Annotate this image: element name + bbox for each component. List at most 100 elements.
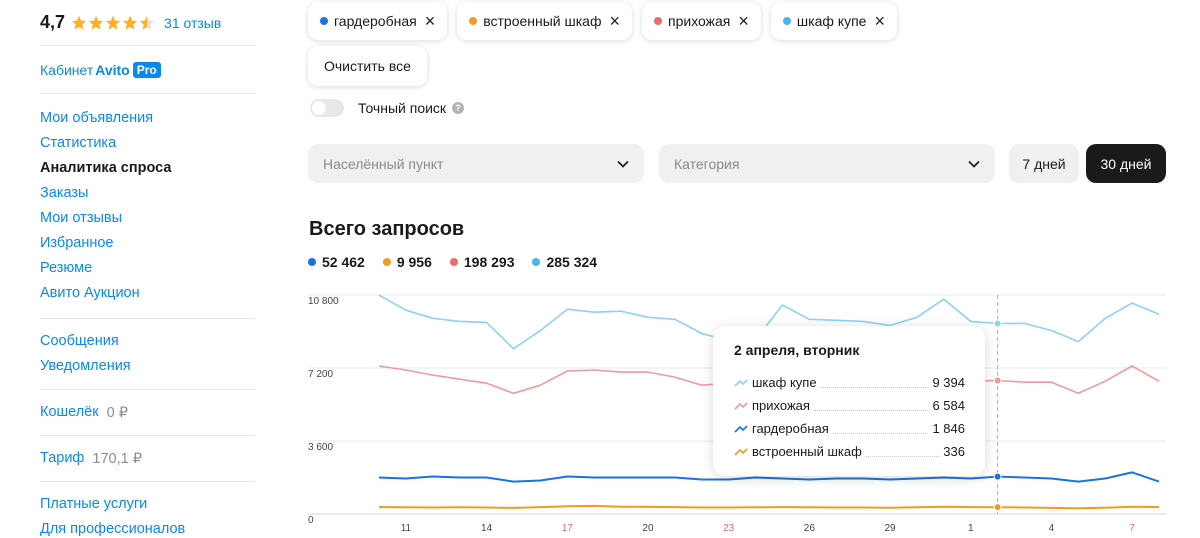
avito-pro-cabinet[interactable]: Кабинет Avito Pro [40, 46, 255, 94]
sidebar-item[interactable]: Мои объявления [40, 110, 154, 126]
series-total: 9 956 [382, 254, 432, 270]
close-icon[interactable]: × [738, 11, 749, 31]
dotted-leader [832, 424, 929, 434]
tooltip-row-label: шкаф купе [752, 375, 817, 390]
tooltip-row-label: прихожая [752, 398, 810, 413]
line-series-icon [734, 447, 748, 456]
chart-tooltip: 2 апреля, вторник шкаф купе 9 394 прихожая… [713, 326, 985, 476]
sidebar-item[interactable]: Статистика [40, 135, 117, 151]
help-icon[interactable]: ? [452, 102, 465, 114]
x-tick-label: 29 [884, 523, 896, 534]
exact-search-toggle[interactable] [310, 99, 344, 117]
line-series-icon [734, 378, 748, 387]
dotted-leader [820, 378, 929, 388]
star-icon [105, 15, 121, 30]
star-icon [71, 15, 87, 30]
color-dot [308, 258, 316, 266]
y-tick-label: 0 [308, 515, 314, 526]
tooltip-row: встроенный шкаф 336 [734, 440, 965, 463]
color-dot [532, 258, 541, 266]
line-series-icon [734, 401, 748, 410]
sidebar-item[interactable]: Платные услуги [40, 496, 148, 512]
close-icon[interactable]: × [874, 11, 885, 31]
x-tick-label: 14 [481, 523, 493, 534]
dotted-leader [865, 447, 940, 457]
x-tick-label: 26 [804, 523, 816, 534]
tooltip-row: шкаф купе 9 394 [734, 371, 965, 394]
tooltip-row-value: 1 846 [932, 421, 965, 436]
series-total: 52 462 [308, 254, 365, 270]
reviews-link[interactable]: 31 отзыв [164, 14, 222, 31]
query-chips: гардеробная × встроенный шкаф × прихожая × шка… [308, 2, 907, 40]
series-total-value: 9 956 [396, 254, 432, 270]
period-7-days-button[interactable]: 7 дней [1009, 144, 1079, 183]
x-tick-label: 23 [723, 523, 735, 534]
sidebar-item[interactable]: Резюме [40, 260, 93, 276]
dotted-leader [813, 401, 929, 411]
chip-label: шкаф купе [796, 13, 867, 29]
x-tick-label: 1 [968, 523, 974, 534]
series-total: 285 324 [532, 254, 597, 270]
chevron-down-icon [617, 160, 629, 168]
wallet-link[interactable]: Кошелёк [40, 404, 99, 420]
category-select-placeholder: Категория [674, 155, 740, 172]
y-tick-label: 3 600 [308, 442, 333, 453]
star-icon [122, 15, 138, 30]
color-dot [654, 17, 662, 25]
sidebar-item[interactable]: Заказы [40, 185, 89, 201]
series-total: 198 293 [449, 254, 515, 270]
query-chip[interactable]: встроенный шкаф × [457, 2, 632, 40]
chip-label: гардеробная [334, 13, 417, 29]
rating-value: 4,7 [40, 12, 66, 32]
period-30-days-button[interactable]: 30 дней [1086, 144, 1166, 183]
tooltip-row: прихожая 6 584 [734, 394, 965, 417]
sidebar-item[interactable]: Мои отзывы [40, 210, 123, 226]
exact-search-row: Точный поиск ? [310, 99, 465, 117]
series-total-value: 198 293 [463, 254, 515, 270]
rating-stars [71, 15, 156, 31]
tooltip-row-value: 6 584 [932, 398, 965, 413]
wallet-value: 0 ₽ [106, 404, 128, 421]
line-series-icon [734, 424, 748, 433]
chip-label: встроенный шкаф [483, 13, 602, 29]
sidebar-item[interactable]: Для профессионалов [40, 521, 186, 537]
tooltip-row-value: 9 394 [932, 375, 965, 390]
category-select[interactable]: Категория [659, 144, 995, 183]
x-tick-label: 7 [1129, 523, 1135, 534]
query-chip[interactable]: шкаф купе × [770, 2, 897, 40]
exact-search-label: Точный поиск [358, 100, 447, 116]
series-point [993, 503, 1002, 512]
x-tick-label: 17 [562, 523, 574, 534]
sidebar-item[interactable]: Сообщения [40, 333, 119, 349]
series-line [378, 471, 1160, 483]
nav-wallet: Кошелёк 0 ₽ [40, 390, 255, 436]
sidebar-item[interactable]: Уведомления [40, 358, 131, 374]
sidebar-item[interactable]: Авито Аукцион [40, 285, 140, 301]
color-dot [782, 17, 791, 25]
sidebar-item[interactable]: Аналитика спроса [40, 160, 172, 176]
sidebar-item[interactable]: Избранное [40, 235, 114, 251]
close-icon[interactable]: × [609, 11, 620, 31]
clear-all-button[interactable]: Очистить все [308, 46, 427, 86]
sidebar: 4,7 31 отзыв Кабинет Avito Pro Мои объяв… [40, 0, 255, 538]
color-dot [449, 258, 458, 266]
tariff-link[interactable]: Тариф [40, 450, 85, 466]
star-icon [88, 15, 104, 30]
query-chip[interactable]: гардеробная × [308, 2, 448, 40]
series-total-value: 52 462 [322, 254, 365, 270]
cabinet-label: Кабинет [40, 61, 94, 78]
tooltip-row: гардеробная 1 846 [734, 417, 965, 440]
x-tick-label: 20 [642, 523, 654, 534]
city-select-placeholder: Населённый пункт [323, 155, 444, 172]
series-totals: 52 462 9 956 198 293 285 324 [308, 254, 615, 270]
query-chip[interactable]: прихожая × [642, 2, 761, 40]
close-icon[interactable]: × [424, 11, 436, 31]
series-total-value: 285 324 [546, 254, 598, 270]
chevron-down-icon [968, 160, 980, 168]
y-tick-label: 10 800 [308, 296, 339, 307]
color-dot [469, 17, 478, 25]
tooltip-title: 2 апреля, вторник [734, 342, 860, 358]
tooltip-row-label: гардеробная [752, 421, 829, 436]
city-select[interactable]: Населённый пункт [308, 144, 644, 183]
